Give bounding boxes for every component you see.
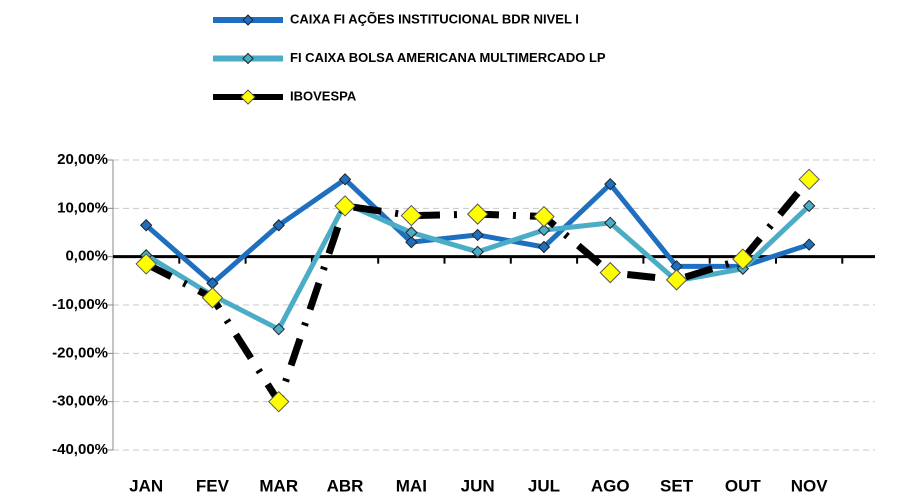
series-marker (471, 245, 484, 259)
x-tick-label: AGO (591, 476, 630, 495)
x-tick-label: SET (660, 476, 694, 495)
x-tick-label: FEV (196, 476, 230, 495)
x-tick-label: MAR (259, 476, 298, 495)
series-marker (604, 216, 617, 230)
series-marker (732, 248, 754, 270)
series-marker (139, 219, 153, 232)
series-marker (537, 223, 551, 237)
legend-label: CAIXA FI AÇÕES INSTITUCIONAL BDR NIVEL I (290, 11, 579, 26)
series-marker (272, 219, 285, 232)
series-marker (537, 240, 551, 254)
series-marker (405, 235, 418, 249)
series-marker (665, 269, 688, 291)
x-tick-label: NOV (791, 476, 829, 495)
y-tick-label: 10,00% (57, 199, 108, 216)
series-marker (802, 238, 816, 251)
y-tick-label: -30,00% (52, 393, 108, 410)
series-marker (533, 205, 555, 228)
series-marker (272, 322, 285, 336)
y-tick-label: 0,00% (65, 248, 108, 265)
series-marker (802, 199, 816, 213)
x-tick-label: MAI (396, 476, 427, 495)
series-marker (604, 177, 617, 191)
series-marker (268, 390, 290, 413)
series-marker (338, 173, 352, 186)
y-tick-label: -20,00% (52, 344, 108, 361)
x-tick-label: JUN (461, 476, 495, 495)
legend-marker (240, 89, 256, 105)
series-marker (471, 228, 484, 242)
legend-label: IBOVESPA (290, 88, 357, 103)
series-marker (334, 195, 356, 217)
legend-marker (242, 52, 254, 65)
y-tick-label: -40,00% (52, 441, 108, 458)
y-tick-label: -10,00% (52, 296, 108, 313)
legend-label: FI CAIXA BOLSA AMERICANA MULTIMERCADO LP (290, 50, 606, 65)
series-marker (599, 261, 621, 284)
x-tick-label: OUT (725, 476, 762, 495)
legend-marker (242, 14, 254, 26)
series-marker (466, 203, 489, 225)
y-tick-label: 20,00% (57, 151, 108, 168)
series-marker (201, 287, 224, 309)
x-tick-label: ABR (327, 476, 364, 495)
series-marker (400, 204, 423, 227)
series-marker (135, 253, 157, 275)
series-marker (405, 226, 418, 239)
x-tick-label: JAN (129, 476, 163, 495)
x-tick-label: JUL (528, 476, 560, 495)
series-marker (798, 168, 820, 191)
